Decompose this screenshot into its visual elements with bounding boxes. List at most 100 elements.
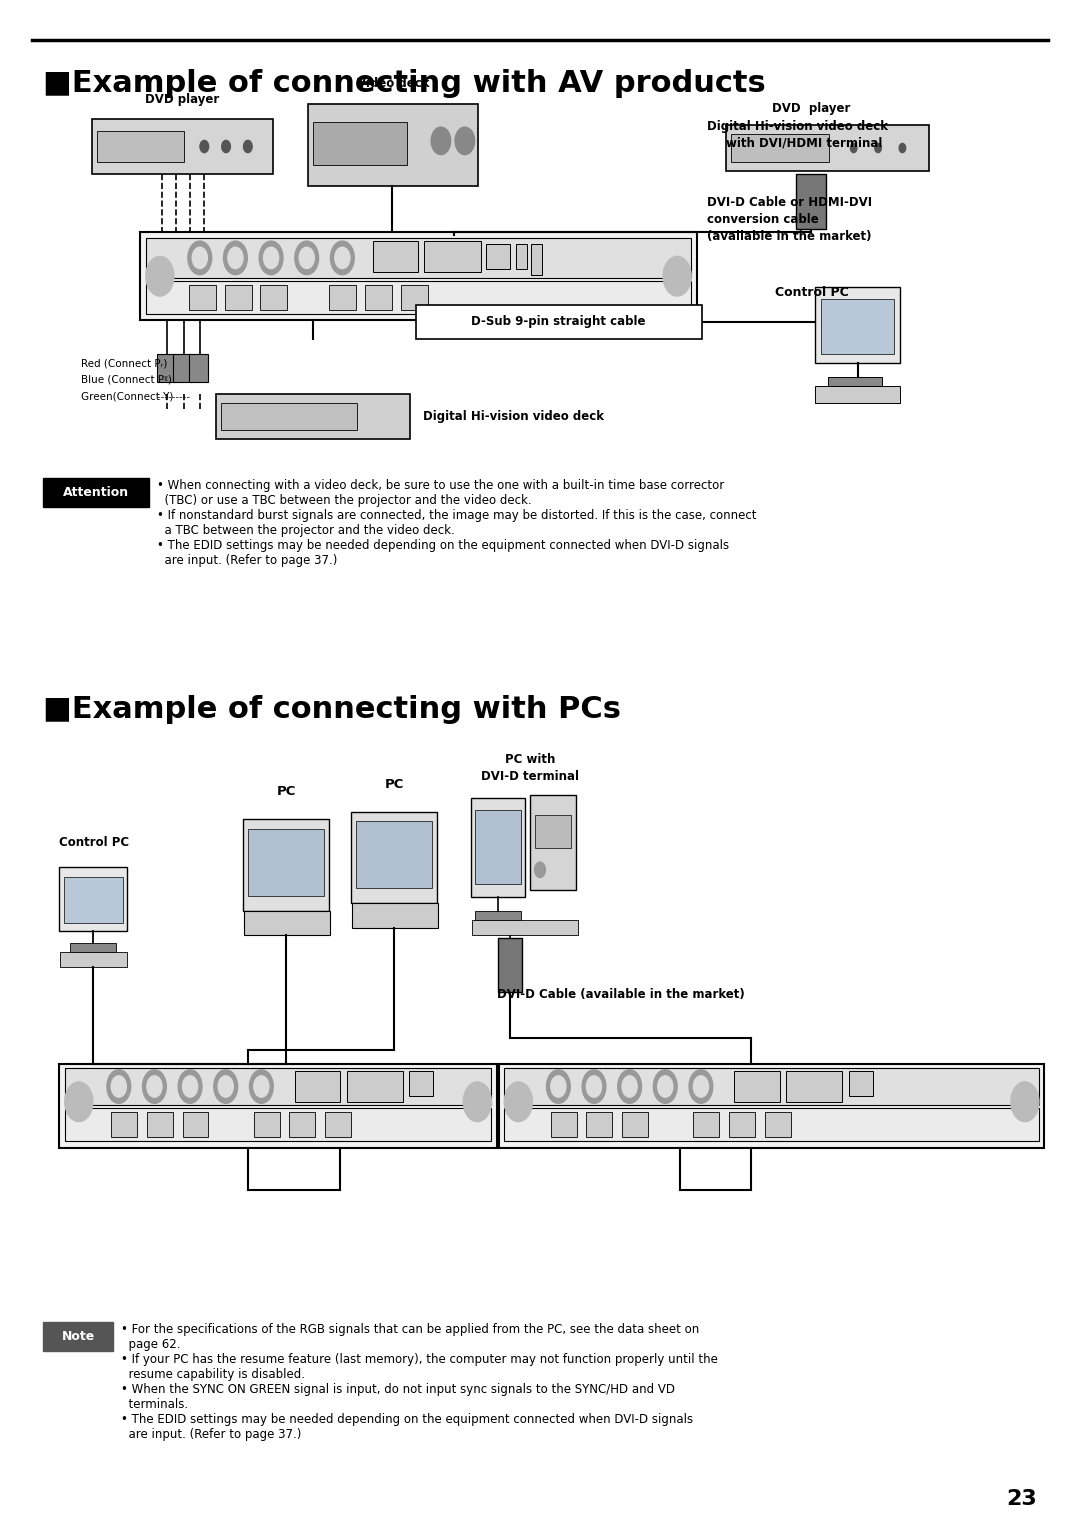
Bar	[693, 1112, 719, 1137]
Circle shape	[111, 1076, 126, 1097]
Bar	[551, 1112, 577, 1137]
Bar	[734, 1071, 780, 1102]
Bar	[313, 122, 407, 165]
Circle shape	[243, 140, 252, 153]
Text: Digital Hi-vision video deck: Digital Hi-vision video deck	[707, 121, 889, 133]
Bar	[225, 285, 252, 310]
Bar	[140, 232, 697, 320]
Bar	[531, 244, 542, 275]
Text: Digital Hi-vision video deck: Digital Hi-vision video deck	[423, 410, 605, 423]
Bar	[43, 1322, 113, 1351]
Bar	[786, 1071, 842, 1102]
Bar	[765, 1112, 791, 1137]
Bar	[146, 281, 691, 314]
Bar	[849, 1071, 873, 1096]
Text: Control PC: Control PC	[775, 287, 849, 299]
Circle shape	[663, 256, 691, 296]
Circle shape	[618, 1070, 642, 1103]
Bar	[373, 241, 418, 272]
Circle shape	[463, 1082, 491, 1122]
Text: DVI-D terminal: DVI-D terminal	[482, 771, 579, 783]
Circle shape	[658, 1076, 673, 1097]
Bar	[472, 920, 578, 935]
Circle shape	[254, 1076, 269, 1097]
Bar	[622, 1112, 648, 1137]
Bar	[828, 377, 882, 386]
Circle shape	[259, 241, 283, 275]
Bar	[157, 354, 176, 382]
Circle shape	[221, 140, 230, 153]
Text: conversion cable: conversion cable	[707, 214, 819, 226]
Text: PC: PC	[276, 786, 296, 798]
Circle shape	[224, 241, 247, 275]
Bar	[535, 815, 571, 848]
Bar	[351, 812, 437, 903]
Circle shape	[214, 1070, 238, 1103]
Text: with DVI/HDMI terminal: with DVI/HDMI terminal	[726, 137, 882, 150]
Circle shape	[586, 1076, 602, 1097]
Bar	[726, 125, 929, 171]
Circle shape	[299, 247, 314, 269]
Bar	[815, 287, 900, 363]
Text: 23: 23	[1007, 1488, 1037, 1509]
Circle shape	[693, 1076, 708, 1097]
Circle shape	[546, 1070, 570, 1103]
Circle shape	[582, 1070, 606, 1103]
Bar	[64, 877, 123, 923]
Circle shape	[107, 1070, 131, 1103]
Bar	[486, 244, 510, 269]
Circle shape	[188, 241, 212, 275]
Circle shape	[295, 241, 319, 275]
Circle shape	[1011, 1082, 1039, 1122]
Bar	[289, 1112, 315, 1137]
Text: • For the specifications of the RGB signals that can be applied from the PC, see: • For the specifications of the RGB sign…	[121, 1323, 718, 1441]
Text: Green(Connect Y): Green(Connect Y)	[81, 392, 174, 401]
Text: Control PC: Control PC	[59, 836, 129, 848]
Bar	[183, 1112, 208, 1137]
Bar	[821, 299, 894, 354]
Bar	[65, 1108, 491, 1141]
Text: Attention: Attention	[63, 485, 130, 499]
Text: DVI-D Cable or HDMI-DVI: DVI-D Cable or HDMI-DVI	[707, 197, 873, 209]
Circle shape	[65, 1082, 93, 1122]
Bar	[254, 1112, 280, 1137]
Bar	[260, 285, 287, 310]
Text: D-Sub 9-pin straight cable: D-Sub 9-pin straight cable	[471, 316, 646, 328]
Bar	[147, 1112, 173, 1137]
Bar	[60, 952, 127, 967]
Bar	[43, 478, 149, 507]
Bar	[221, 403, 357, 430]
Bar	[731, 134, 828, 162]
Text: • When connecting with a video deck, be sure to use the one with a built-in time: • When connecting with a video deck, be …	[157, 479, 756, 568]
Bar	[295, 1071, 340, 1102]
Bar	[189, 285, 216, 310]
Bar	[499, 1064, 1044, 1148]
Bar	[216, 394, 410, 439]
Text: DVD  player: DVD player	[772, 102, 851, 114]
Bar	[70, 943, 116, 952]
Text: ■Example of connecting with PCs: ■Example of connecting with PCs	[43, 694, 621, 725]
Circle shape	[900, 143, 906, 153]
Bar	[59, 867, 127, 931]
Bar	[504, 1068, 1039, 1105]
Text: DVD player: DVD player	[146, 93, 219, 105]
Text: Red (Connect Pᵣ): Red (Connect Pᵣ)	[81, 359, 167, 368]
Bar	[347, 1071, 403, 1102]
Bar	[796, 174, 826, 229]
Circle shape	[249, 1070, 273, 1103]
Bar	[530, 795, 576, 890]
Bar	[504, 1108, 1039, 1141]
Circle shape	[689, 1070, 713, 1103]
Circle shape	[192, 247, 207, 269]
Bar	[97, 131, 185, 162]
Bar	[475, 911, 521, 920]
Bar	[365, 285, 392, 310]
Bar	[586, 1112, 612, 1137]
Text: PC with: PC with	[505, 754, 555, 766]
Bar	[248, 829, 324, 896]
Bar	[401, 285, 428, 310]
Circle shape	[875, 143, 881, 153]
Bar	[498, 938, 522, 992]
Circle shape	[143, 1070, 166, 1103]
Bar	[189, 354, 208, 382]
